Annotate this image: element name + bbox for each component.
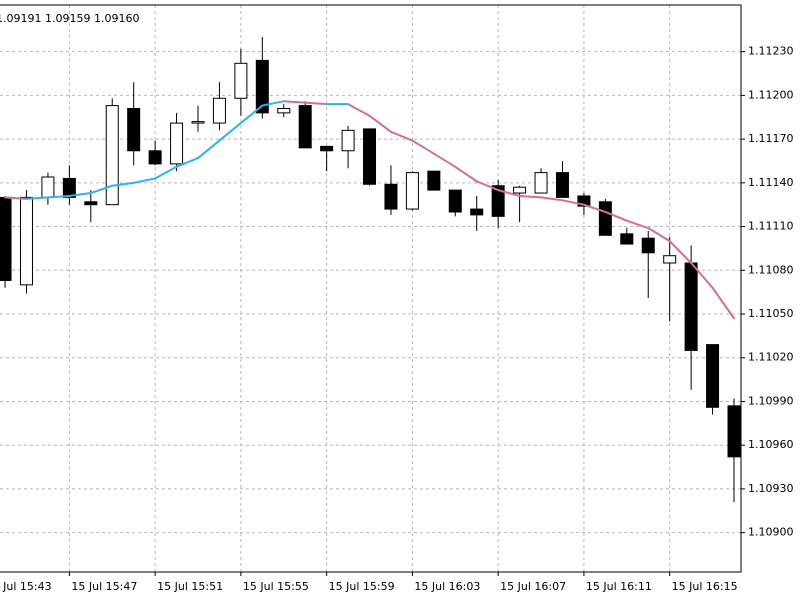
moving-average-segment [68,192,92,197]
x-tick-label: 15 Jul 15:55 [243,580,309,593]
candle-body [84,201,98,206]
x-tick-label: 15 Jul 16:11 [586,580,652,593]
moving-average-segment [582,203,607,213]
moving-average-segment [197,139,221,160]
x-tick-label: 15 Jul 15:47 [71,580,137,593]
candle-body [598,201,612,236]
moving-average-segment [89,184,114,195]
candle-body [684,262,698,351]
candle-body [0,196,12,281]
moving-average-segment [475,180,500,192]
y-tick-label: 1.10930 [748,482,794,495]
moving-average-segment [368,114,392,133]
moving-average-segment [647,227,671,243]
x-tick-label: 15 Jul 16:15 [672,580,738,593]
candle-body [19,196,33,286]
candle-body [427,170,441,191]
candle-body [706,344,720,408]
moving-average-segment [25,196,49,200]
moving-average-segment [604,210,628,222]
candle-body [127,107,141,152]
moving-average-segment [432,152,457,168]
y-tick-label: 1.11200 [748,88,794,101]
candle-body [255,59,269,114]
moving-average-segment [218,122,242,142]
candle-body [191,121,205,124]
x-tick-label: 15 Jul 15:51 [157,580,223,593]
candle-body [663,255,677,264]
y-tick-label: 1.11080 [748,263,794,276]
moving-average-segment [347,103,371,117]
moving-average-segment [239,104,264,125]
y-tick-label: 1.10900 [748,526,794,539]
moving-average-segment [154,165,178,180]
candle-body [363,128,377,185]
plot-area [0,5,741,572]
moving-average-segment [668,240,693,264]
y-tick-label: 1.11050 [748,307,794,320]
x-tick-label: 15 Jul 15:59 [329,580,395,593]
candle-body [405,172,419,210]
moving-average-segment [540,196,564,202]
candle-body [641,237,655,254]
x-tick-label: 15 Jul 16:07 [500,580,566,593]
moving-average-segment [132,177,157,184]
candle-body [170,122,184,165]
moving-average-segment [411,139,435,155]
candle-body [298,105,312,149]
candle-body [534,172,548,194]
x-tick-label: 15 Jul 16:03 [414,580,480,593]
y-tick-label: 1.10990 [748,394,794,407]
y-tick-label: 1.11230 [748,45,794,58]
x-tick-label: 15 Jul 15:43 [0,580,52,593]
candle-body [727,405,741,458]
y-tick-label: 1.10960 [748,438,794,451]
candle-body [277,107,291,114]
moving-average-segment [282,100,307,104]
candle-body [577,195,591,207]
moving-average-segment [46,194,71,199]
candle-body [448,189,462,213]
moving-average-segment [389,130,414,142]
y-tick-label: 1.11140 [748,176,794,189]
candle-body [234,62,248,99]
candle-body [513,186,527,194]
candle-body [555,172,569,198]
moving-average-segment [561,199,585,206]
moving-average-segment [454,165,478,183]
candle-body [62,177,76,198]
y-tick-label: 1.11020 [748,351,794,364]
moving-average-segment [111,181,135,187]
candle-body [320,145,334,152]
y-tick-label: 1.11170 [748,132,794,145]
moving-average-segment [690,261,714,289]
moving-average-segment [497,189,521,197]
ohlc-info: 1.09191 1.09159 1.09160 [0,12,139,25]
moving-average-segment [261,100,285,107]
moving-average-segment [518,194,543,199]
moving-average-segment [175,157,199,168]
moving-average-segment [4,196,28,200]
candle-body [470,208,484,216]
candle-body [212,97,226,124]
y-tick-label: 1.11110 [748,220,794,233]
candle-body [105,105,119,206]
moving-average-segment [625,219,650,230]
moving-average-segment [304,101,328,106]
plot-frame [0,4,742,573]
moving-average-segment [711,286,735,320]
candle-body [384,183,398,210]
candle-body [341,129,355,152]
candle-body [620,233,634,245]
candle-body [41,176,55,198]
candle-body [491,185,505,217]
candle-body [148,150,162,165]
